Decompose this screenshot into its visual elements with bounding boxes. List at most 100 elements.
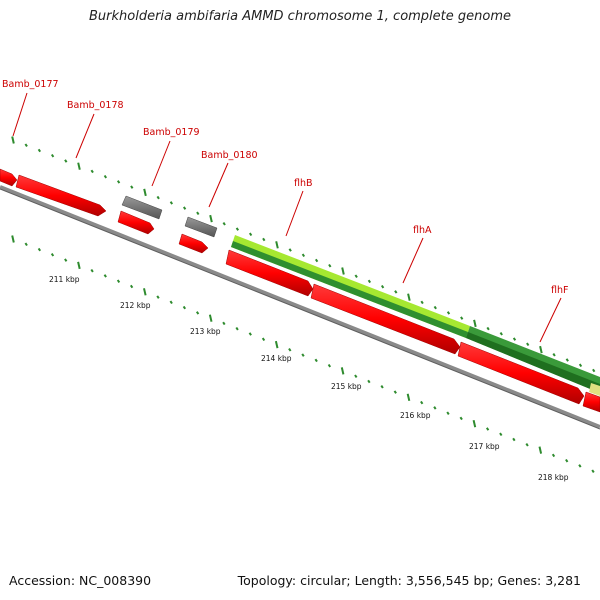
upper-tick-32 [433, 305, 437, 310]
gene-bamb-0178[interactable] [15, 174, 107, 217]
upper-tick-14 [196, 211, 200, 216]
lower-tick-1 [24, 242, 28, 247]
upper-tick-36 [486, 326, 490, 331]
lower-tick-7 [103, 274, 107, 278]
upper-tick-43 [578, 363, 583, 368]
lower-tick-11 [156, 295, 160, 299]
upper-tick-row [11, 136, 596, 373]
gene-bamb-0180[interactable] [178, 233, 209, 254]
lower-tick-14 [195, 311, 200, 315]
upper-tick-18 [248, 232, 253, 237]
kbp-label-216: 216 kbp [400, 411, 431, 420]
gene-bamb-0180-grey[interactable] [184, 216, 218, 238]
upper-tick-35 [473, 319, 477, 328]
gene-flhf[interactable] [589, 383, 600, 396]
leader-flhf [539, 297, 562, 343]
lower-tick-5 [77, 261, 81, 270]
gene-bamb-0179[interactable] [117, 210, 155, 235]
lower-tick-26 [354, 374, 358, 378]
upper-tick-37 [499, 332, 503, 336]
lower-tick-31 [420, 400, 424, 405]
genome-backbone-shade [0, 188, 600, 430]
leader-flhb [285, 190, 304, 237]
gene-label-flhf[interactable]: flhF [551, 285, 568, 296]
upper-tick-30 [407, 293, 411, 301]
lower-tick-36 [485, 427, 490, 431]
gene-label-bamb-0179[interactable]: Bamb_0179 [143, 127, 200, 138]
lower-tick-27 [367, 379, 371, 384]
upper-tick-23 [314, 258, 319, 263]
gene-red-d[interactable] [582, 391, 600, 413]
lower-tick-33 [446, 411, 450, 415]
lower-tick-25 [340, 367, 345, 375]
upper-tick-34 [460, 316, 464, 320]
upper-tick-6 [90, 169, 94, 174]
kbp-label-217: 217 kbp [469, 442, 500, 451]
lower-tick-32 [433, 406, 437, 410]
upper-tick-2 [37, 148, 42, 153]
kbp-label-211: 211 kbp [49, 275, 80, 284]
lower-tick-6 [90, 268, 94, 273]
lower-tick-0 [11, 235, 15, 243]
kbp-label-214: 214 kbp [261, 354, 292, 363]
lower-tick-row [11, 235, 595, 473]
gene-label-bamb-0178[interactable]: Bamb_0178 [67, 100, 124, 111]
upper-tick-19 [262, 237, 266, 242]
gene-label-bamb-0177[interactable]: Bamb_0177 [2, 79, 59, 90]
upper-tick-12 [169, 201, 174, 205]
upper-tick-13 [182, 206, 187, 210]
upper-tick-16 [222, 222, 226, 226]
lower-tick-41 [551, 453, 556, 458]
gene-flhb-shade [231, 241, 468, 338]
lower-tick-17 [235, 326, 239, 331]
upper-tick-27 [367, 279, 372, 284]
position-labels: 211 kbp 212 kbp 213 kbp 214 kbp 215 kbp … [49, 275, 569, 482]
lower-tick-39 [525, 443, 529, 447]
genome-summary-text: Topology: circular; Length: 3,556,545 bp… [237, 573, 581, 588]
upper-tick-39 [526, 342, 530, 347]
gene-bamb-0179-grey[interactable] [121, 195, 163, 220]
lower-tick-44 [591, 469, 595, 473]
accession-text: Accession: NC_008390 [9, 573, 152, 588]
leader-bamb-0178 [75, 113, 95, 159]
gene-track [0, 168, 600, 413]
lower-tick-28 [380, 385, 384, 389]
upper-tick-4 [64, 159, 68, 163]
upper-tick-15 [209, 214, 213, 223]
lower-tick-8 [116, 279, 121, 283]
upper-tick-26 [354, 274, 358, 278]
gene-label-bamb-0180[interactable]: Bamb_0180 [201, 150, 258, 161]
upper-tick-28 [380, 284, 385, 289]
upper-tick-0 [11, 136, 15, 144]
upper-tick-44 [592, 368, 596, 373]
upper-tick-10 [143, 188, 147, 197]
gene-flha-shade [466, 332, 600, 393]
lower-tick-19 [261, 337, 266, 342]
gene-red-c[interactable] [457, 341, 585, 405]
upper-tick-42 [565, 358, 569, 362]
gene-labels: Bamb_0177 Bamb_0178 Bamb_0179 Bamb_0180 … [2, 79, 568, 296]
lower-tick-38 [512, 437, 516, 442]
kbp-label-212: 212 kbp [120, 301, 151, 310]
upper-tick-24 [328, 263, 332, 268]
gene-label-flha[interactable]: flhA [413, 225, 432, 236]
genome-backbone [0, 185, 600, 429]
gene-red-b[interactable] [310, 283, 461, 355]
lower-tick-42 [565, 458, 569, 463]
gene-label-flhb[interactable]: flhB [294, 178, 313, 189]
upper-tick-17 [235, 227, 240, 231]
gene-red-a[interactable] [225, 249, 314, 297]
upper-tick-29 [394, 290, 398, 294]
upper-tick-31 [420, 300, 424, 305]
upper-tick-8 [116, 180, 121, 184]
lower-tick-9 [129, 284, 134, 289]
lower-tick-12 [169, 300, 173, 305]
lower-tick-2 [37, 247, 42, 252]
upper-tick-20 [275, 241, 279, 249]
gene-bamb-0177[interactable] [0, 168, 18, 187]
upper-tick-5 [77, 162, 81, 170]
lower-tick-35 [472, 419, 477, 428]
lower-tick-16 [222, 321, 226, 326]
lower-tick-30 [406, 393, 411, 402]
